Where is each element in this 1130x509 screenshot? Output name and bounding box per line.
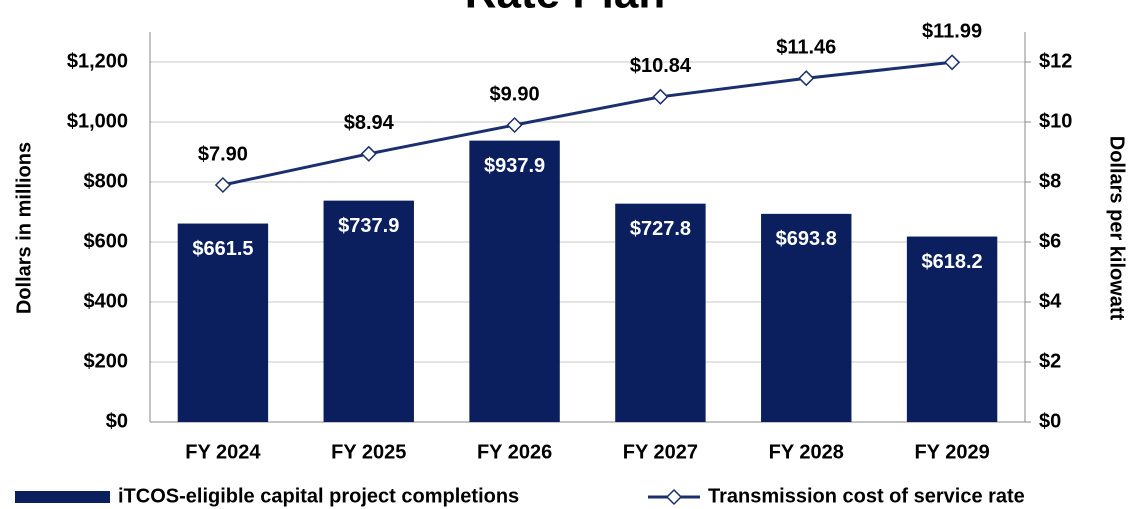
x-tick-label: FY 2027 xyxy=(623,441,698,463)
bar-value-label: $618.2 xyxy=(921,251,982,273)
x-tick-label: FY 2024 xyxy=(185,441,261,463)
y2-tick-label: $12 xyxy=(1039,50,1072,72)
line-value-label: $8.94 xyxy=(344,112,395,134)
y2-tick-label: $0 xyxy=(1039,410,1061,432)
bar-value-label: $937.9 xyxy=(484,155,545,177)
x-tick-label: FY 2029 xyxy=(914,441,989,463)
x-tick-label: FY 2026 xyxy=(477,441,552,463)
bar xyxy=(177,223,269,422)
bar-value-label: $727.8 xyxy=(630,218,691,240)
line-value-label: $10.84 xyxy=(630,55,692,77)
bar-value-label: $693.8 xyxy=(776,228,837,250)
y2-tick-label: $10 xyxy=(1039,110,1072,132)
y2-tick-label: $2 xyxy=(1039,350,1061,372)
line xyxy=(222,60,953,187)
line-marker xyxy=(214,176,231,194)
line-value-label: $9.90 xyxy=(490,83,540,105)
y-tick-label: $0 xyxy=(106,410,128,432)
legend-label: Transmission cost of service rate xyxy=(708,485,1025,507)
bar xyxy=(323,200,414,422)
line-value-label: $11.99 xyxy=(922,21,982,43)
chart-title: Rate Plan xyxy=(465,0,666,18)
y2-tick-label: $8 xyxy=(1039,170,1061,192)
line-marker xyxy=(506,116,523,134)
bar xyxy=(906,236,998,422)
y2-tick-label: $4 xyxy=(1039,290,1062,312)
line-value-label: $7.90 xyxy=(198,143,248,165)
bar xyxy=(761,213,852,422)
bar-value-label: $737.9 xyxy=(338,215,399,237)
legend-swatch xyxy=(15,491,110,503)
line-value-label: $11.46 xyxy=(776,36,836,58)
bar xyxy=(469,140,560,422)
legend-marker xyxy=(665,488,683,506)
y-tick-label: $1,200 xyxy=(67,50,128,72)
x-tick-label: FY 2025 xyxy=(331,441,406,463)
x-tick-label: FY 2028 xyxy=(769,441,844,463)
line-marker xyxy=(652,88,669,105)
y2-tick-label: $6 xyxy=(1039,230,1061,252)
y-tick-label: $400 xyxy=(84,290,129,312)
line-marker xyxy=(944,54,961,71)
line-marker xyxy=(360,145,377,162)
bar xyxy=(615,203,706,422)
bar-value-label: $661.5 xyxy=(192,238,253,260)
y-tick-label: $800 xyxy=(84,170,129,192)
line-marker xyxy=(798,70,815,87)
y-axis-label: Dollars in millions xyxy=(13,142,35,314)
legend-label: iTCOS-eligible capital project completio… xyxy=(118,485,519,507)
y2-axis-label: Dollars per kilowatt xyxy=(1106,136,1128,321)
y-tick-label: $600 xyxy=(84,230,129,252)
y-tick-label: $1,000 xyxy=(67,110,128,132)
y-tick-label: $200 xyxy=(84,350,129,372)
